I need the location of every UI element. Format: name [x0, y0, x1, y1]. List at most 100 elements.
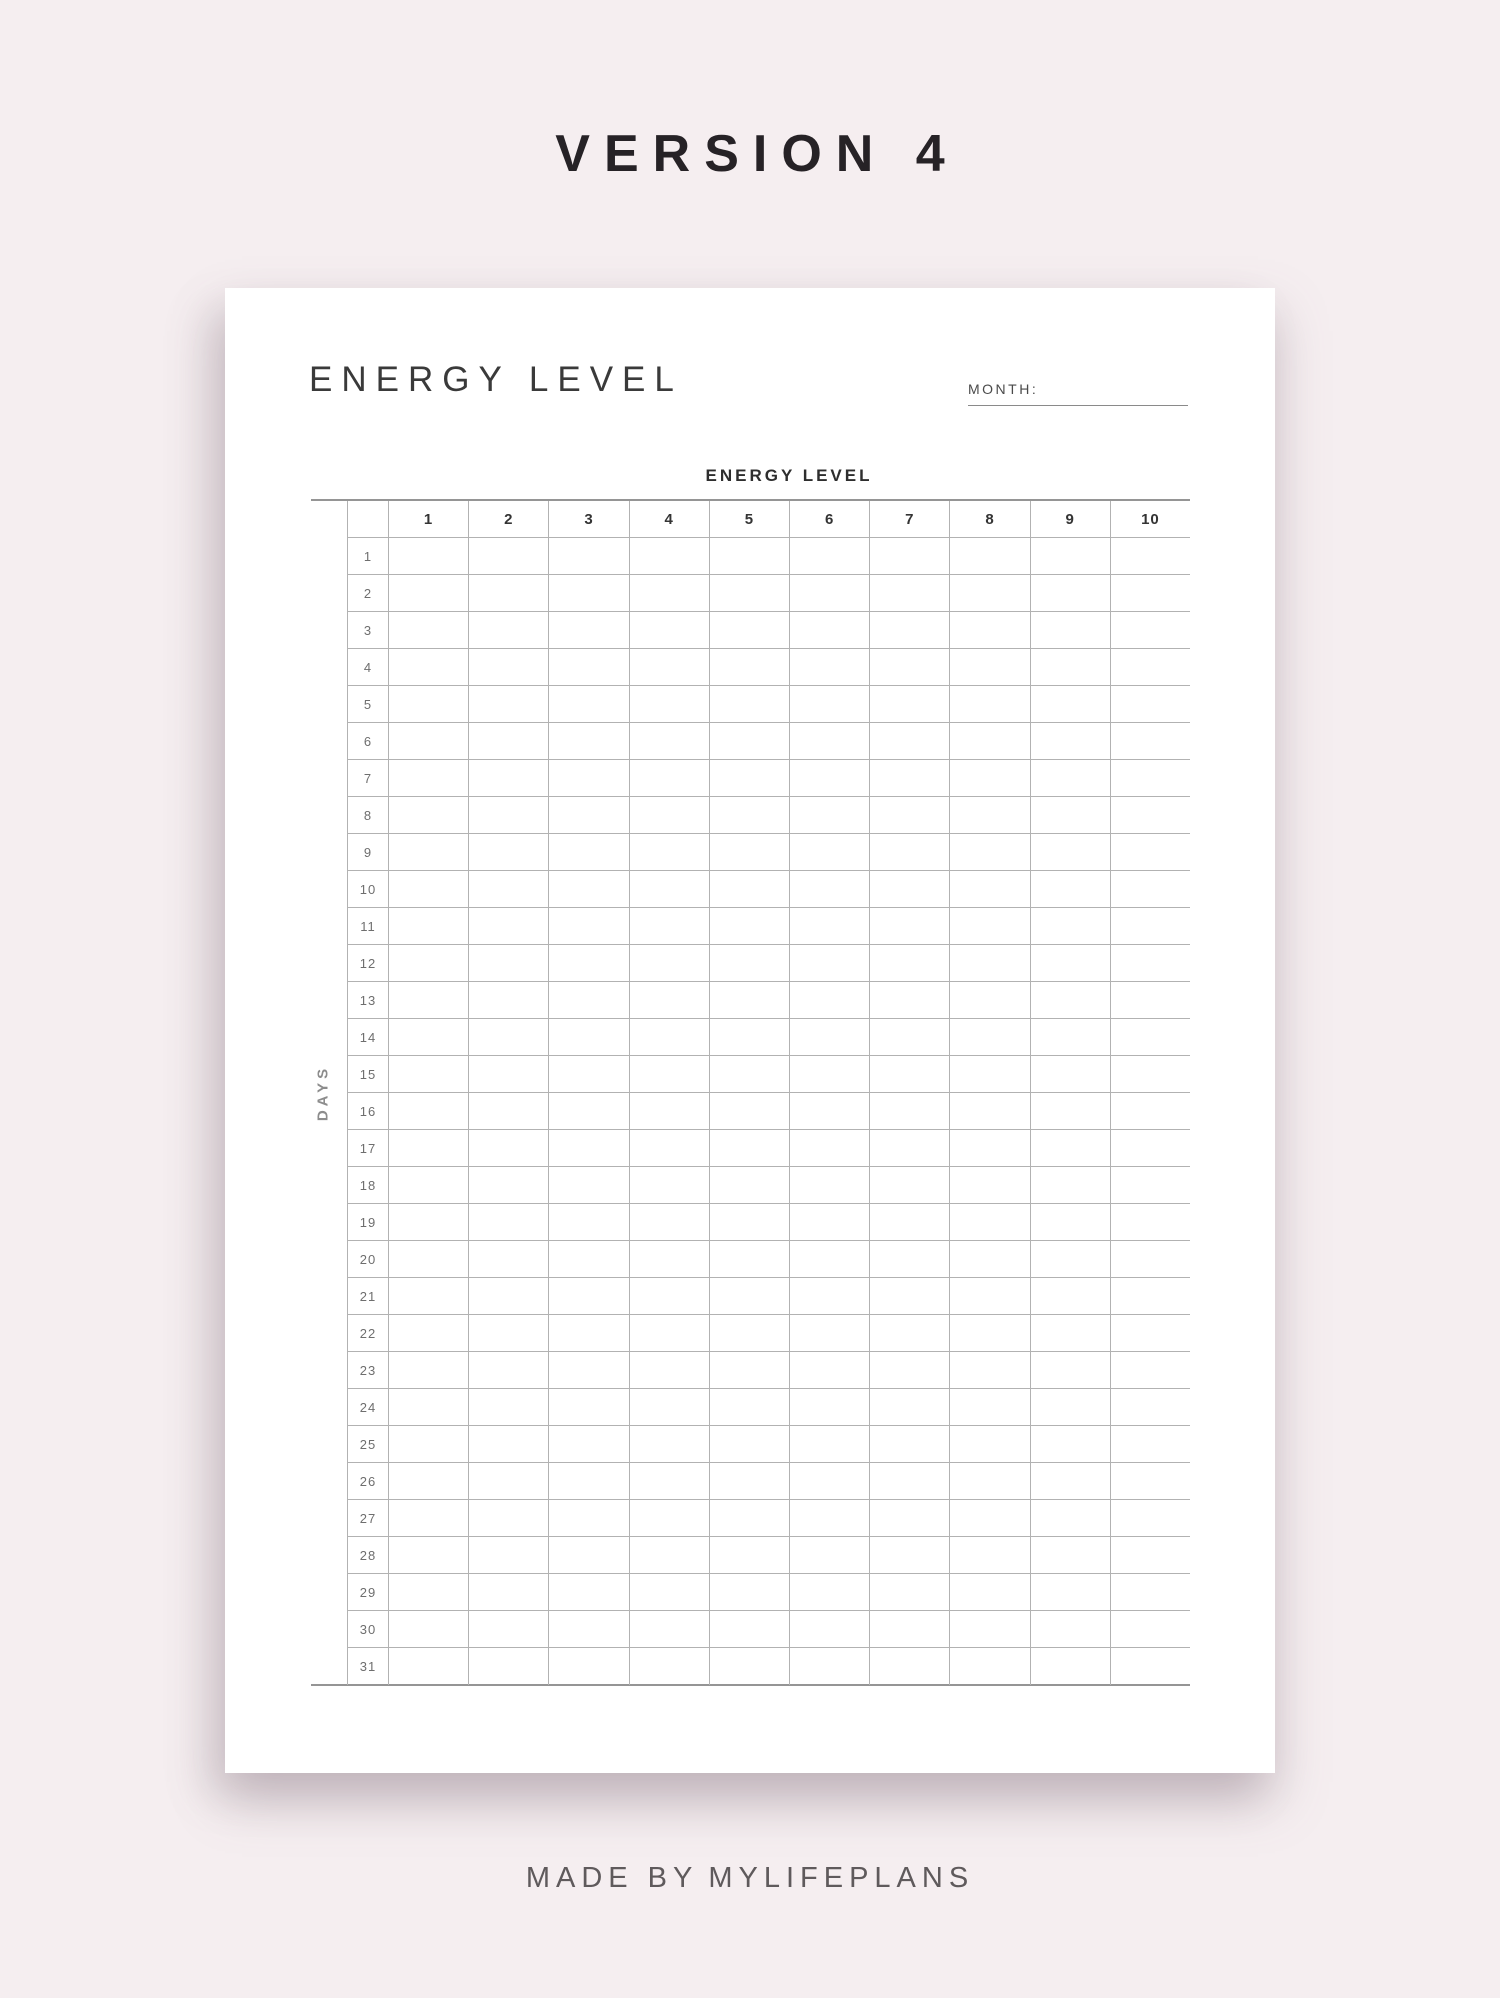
energy-cell[interactable] — [1109, 612, 1190, 648]
energy-cell[interactable] — [468, 612, 548, 648]
energy-cell[interactable] — [628, 1130, 709, 1166]
energy-cell[interactable] — [1029, 575, 1110, 611]
energy-cell[interactable] — [388, 1241, 468, 1277]
energy-cell[interactable] — [1109, 1426, 1190, 1462]
energy-cell[interactable] — [1109, 1019, 1190, 1055]
energy-cell[interactable] — [869, 1241, 949, 1277]
energy-cell[interactable] — [548, 1537, 628, 1573]
energy-cell[interactable] — [708, 1241, 789, 1277]
energy-cell[interactable] — [789, 1537, 869, 1573]
energy-cell[interactable] — [548, 686, 628, 722]
energy-cell[interactable] — [1029, 797, 1110, 833]
energy-cell[interactable] — [1029, 1352, 1110, 1388]
energy-cell[interactable] — [1029, 1019, 1110, 1055]
energy-cell[interactable] — [628, 1352, 709, 1388]
energy-cell[interactable] — [949, 1352, 1029, 1388]
energy-cell[interactable] — [1029, 1463, 1110, 1499]
energy-cell[interactable] — [1109, 1648, 1190, 1685]
energy-cell[interactable] — [949, 1241, 1029, 1277]
energy-cell[interactable] — [1029, 723, 1110, 759]
energy-cell[interactable] — [388, 945, 468, 981]
energy-cell[interactable] — [548, 908, 628, 944]
energy-cell[interactable] — [388, 1611, 468, 1647]
energy-cell[interactable] — [388, 834, 468, 870]
energy-cell[interactable] — [708, 834, 789, 870]
energy-cell[interactable] — [869, 1278, 949, 1314]
energy-cell[interactable] — [1029, 1167, 1110, 1203]
energy-cell[interactable] — [468, 1241, 548, 1277]
energy-cell[interactable] — [388, 1463, 468, 1499]
energy-cell[interactable] — [1029, 834, 1110, 870]
energy-cell[interactable] — [548, 760, 628, 796]
energy-cell[interactable] — [628, 908, 709, 944]
energy-cell[interactable] — [949, 649, 1029, 685]
energy-cell[interactable] — [1029, 1130, 1110, 1166]
energy-cell[interactable] — [468, 1574, 548, 1610]
energy-cell[interactable] — [1109, 1167, 1190, 1203]
energy-cell[interactable] — [1109, 723, 1190, 759]
energy-cell[interactable] — [388, 1019, 468, 1055]
energy-cell[interactable] — [869, 1500, 949, 1536]
energy-cell[interactable] — [468, 686, 548, 722]
energy-cell[interactable] — [789, 723, 869, 759]
energy-cell[interactable] — [388, 1278, 468, 1314]
energy-cell[interactable] — [869, 686, 949, 722]
energy-cell[interactable] — [949, 982, 1029, 1018]
energy-cell[interactable] — [628, 1019, 709, 1055]
energy-cell[interactable] — [949, 834, 1029, 870]
energy-cell[interactable] — [1109, 1056, 1190, 1092]
energy-cell[interactable] — [949, 1537, 1029, 1573]
energy-cell[interactable] — [789, 1130, 869, 1166]
energy-cell[interactable] — [1029, 686, 1110, 722]
energy-cell[interactable] — [869, 1463, 949, 1499]
energy-cell[interactable] — [388, 797, 468, 833]
energy-cell[interactable] — [628, 834, 709, 870]
energy-cell[interactable] — [1109, 1241, 1190, 1277]
energy-cell[interactable] — [1109, 1537, 1190, 1573]
energy-cell[interactable] — [388, 1500, 468, 1536]
energy-cell[interactable] — [949, 797, 1029, 833]
energy-cell[interactable] — [949, 1167, 1029, 1203]
energy-cell[interactable] — [1109, 1463, 1190, 1499]
energy-cell[interactable] — [628, 1093, 709, 1129]
energy-cell[interactable] — [1029, 649, 1110, 685]
energy-cell[interactable] — [708, 1167, 789, 1203]
energy-cell[interactable] — [548, 723, 628, 759]
energy-cell[interactable] — [708, 1611, 789, 1647]
energy-cell[interactable] — [548, 1093, 628, 1129]
energy-cell[interactable] — [869, 1056, 949, 1092]
energy-cell[interactable] — [708, 612, 789, 648]
energy-cell[interactable] — [388, 908, 468, 944]
energy-cell[interactable] — [1109, 982, 1190, 1018]
energy-cell[interactable] — [949, 1500, 1029, 1536]
energy-cell[interactable] — [789, 982, 869, 1018]
energy-cell[interactable] — [869, 1389, 949, 1425]
energy-cell[interactable] — [789, 1500, 869, 1536]
energy-cell[interactable] — [468, 1500, 548, 1536]
energy-cell[interactable] — [548, 871, 628, 907]
energy-cell[interactable] — [708, 1204, 789, 1240]
energy-cell[interactable] — [708, 575, 789, 611]
energy-cell[interactable] — [869, 1130, 949, 1166]
energy-cell[interactable] — [548, 1315, 628, 1351]
energy-cell[interactable] — [1109, 1130, 1190, 1166]
energy-cell[interactable] — [468, 1611, 548, 1647]
energy-cell[interactable] — [628, 1500, 709, 1536]
energy-cell[interactable] — [789, 1611, 869, 1647]
energy-cell[interactable] — [789, 1204, 869, 1240]
energy-cell[interactable] — [869, 723, 949, 759]
energy-cell[interactable] — [548, 1019, 628, 1055]
energy-cell[interactable] — [949, 612, 1029, 648]
energy-cell[interactable] — [789, 871, 869, 907]
energy-cell[interactable] — [949, 1093, 1029, 1129]
energy-cell[interactable] — [628, 1389, 709, 1425]
energy-cell[interactable] — [869, 1537, 949, 1573]
energy-cell[interactable] — [708, 797, 789, 833]
energy-cell[interactable] — [468, 982, 548, 1018]
energy-cell[interactable] — [628, 797, 709, 833]
energy-cell[interactable] — [628, 1537, 709, 1573]
energy-cell[interactable] — [548, 1278, 628, 1314]
energy-cell[interactable] — [949, 945, 1029, 981]
energy-cell[interactable] — [869, 1648, 949, 1685]
energy-cell[interactable] — [388, 1204, 468, 1240]
